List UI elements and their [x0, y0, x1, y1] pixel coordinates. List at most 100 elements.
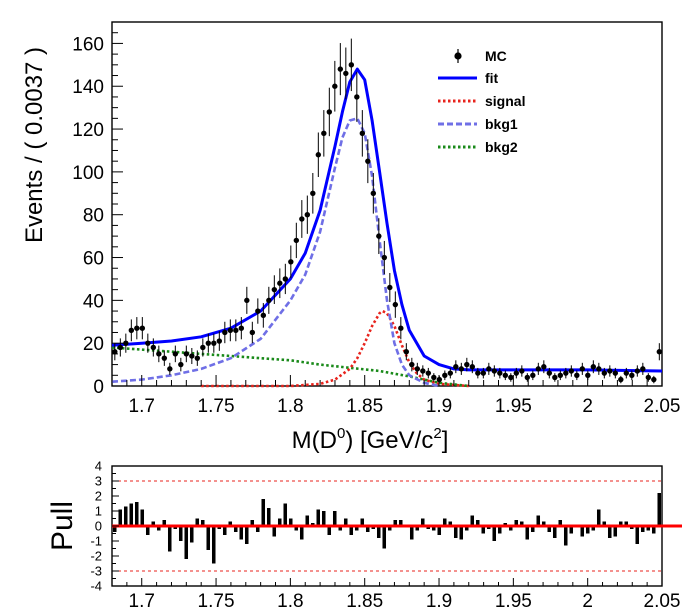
pull-bar	[211, 526, 216, 564]
mc-point	[321, 110, 327, 157]
mc-marker	[326, 109, 333, 115]
pull-bar	[525, 526, 530, 540]
x-axis-title-sup: 0	[337, 425, 345, 442]
mc-point	[260, 303, 267, 328]
legend-entry-bkg2: bkg2	[438, 139, 518, 155]
x-axis-title-end: ]	[442, 427, 449, 454]
pull-bar	[134, 502, 139, 526]
pull-bar	[497, 526, 502, 534]
mc-marker	[535, 366, 542, 372]
mc-marker	[524, 374, 531, 381]
mc-marker	[332, 83, 338, 89]
mc-marker	[343, 70, 349, 77]
mc-marker	[310, 190, 316, 196]
pull-bar	[563, 526, 568, 546]
mc-marker	[486, 366, 492, 372]
mc-marker	[568, 368, 575, 374]
mc-point	[513, 367, 520, 379]
mc-point	[266, 286, 272, 314]
pull-bars	[112, 493, 662, 564]
mc-point	[376, 218, 382, 255]
mc-point	[486, 362, 492, 375]
pull-bar	[184, 526, 189, 559]
mc-marker	[227, 327, 234, 334]
mc-marker	[475, 370, 481, 376]
mc-marker	[178, 361, 184, 368]
mc-point	[359, 110, 366, 157]
pull-bar	[129, 503, 134, 526]
x-axis-title: M(D0) [GeV/c2]	[292, 425, 449, 454]
mc-point	[420, 365, 426, 377]
mc-marker	[513, 370, 520, 376]
mc-point	[387, 272, 393, 303]
mc-point	[552, 373, 558, 382]
pull-x-tick-label: 1.7	[129, 591, 155, 612]
mc-point	[651, 375, 657, 384]
fit-curves	[111, 67, 663, 388]
pull-bar	[283, 503, 288, 526]
legend-entry-signal: signal	[438, 93, 525, 109]
mc-point	[156, 345, 162, 363]
legend-entry-bkg1: bkg1	[438, 116, 518, 132]
y-tick-label: 120	[72, 120, 104, 141]
pull-bar	[233, 526, 238, 532]
mc-point	[139, 317, 146, 340]
mc-point	[310, 172, 316, 214]
legend-label-bkg2: bkg2	[485, 139, 518, 155]
mc-point	[123, 333, 129, 353]
mc-point	[277, 268, 283, 299]
mc-marker	[469, 364, 476, 370]
mc-marker	[348, 62, 355, 68]
pull-bar	[382, 526, 387, 549]
pull-bar	[602, 521, 607, 526]
pull-bar	[167, 526, 172, 552]
mc-marker	[447, 370, 454, 376]
pull-bar	[288, 518, 293, 526]
pull-bar	[123, 506, 128, 526]
mc-marker	[266, 297, 272, 304]
pull-bar	[657, 493, 662, 526]
fit-plot-frame	[111, 21, 663, 387]
pull-bar	[206, 526, 211, 550]
pull-bar	[327, 526, 332, 535]
x-tick-label: 2	[582, 396, 593, 417]
mc-point	[227, 319, 234, 342]
mc-marker	[365, 158, 371, 164]
mc-marker	[403, 349, 410, 355]
pull-bar	[294, 526, 299, 531]
pull-reference-lines	[112, 480, 682, 572]
mc-point	[332, 60, 338, 112]
pull-bar	[178, 526, 183, 541]
pull-bar	[536, 515, 541, 526]
mc-marker	[216, 338, 223, 344]
mc-point	[282, 263, 289, 295]
mc-marker	[579, 366, 586, 372]
pull-bar	[519, 521, 524, 526]
mc-point	[194, 350, 201, 366]
pull-bar	[464, 526, 469, 531]
pull-bar	[398, 520, 403, 526]
pull-bar	[470, 515, 475, 526]
mc-point	[563, 367, 569, 379]
mc-marker	[376, 233, 382, 239]
mc-point	[409, 357, 415, 372]
mc-point	[222, 321, 228, 344]
mc-point	[255, 298, 261, 324]
mc-point	[656, 343, 663, 361]
mc-point	[150, 338, 157, 357]
pull-bar	[195, 518, 200, 526]
mc-marker	[354, 94, 360, 100]
mc-marker	[161, 355, 168, 361]
mc-point	[414, 362, 421, 375]
mc-marker	[398, 325, 404, 331]
y-tick-label: 20	[83, 334, 104, 355]
mc-point	[590, 360, 597, 374]
pull-bar	[261, 499, 266, 526]
x-axis-title-unit: ) [GeV/c	[345, 427, 433, 454]
mc-point	[634, 365, 641, 377]
mc-marker	[623, 370, 630, 376]
pull-bar	[387, 526, 392, 531]
mc-point	[117, 338, 124, 357]
mc-point	[464, 357, 470, 372]
mc-marker	[359, 130, 366, 137]
